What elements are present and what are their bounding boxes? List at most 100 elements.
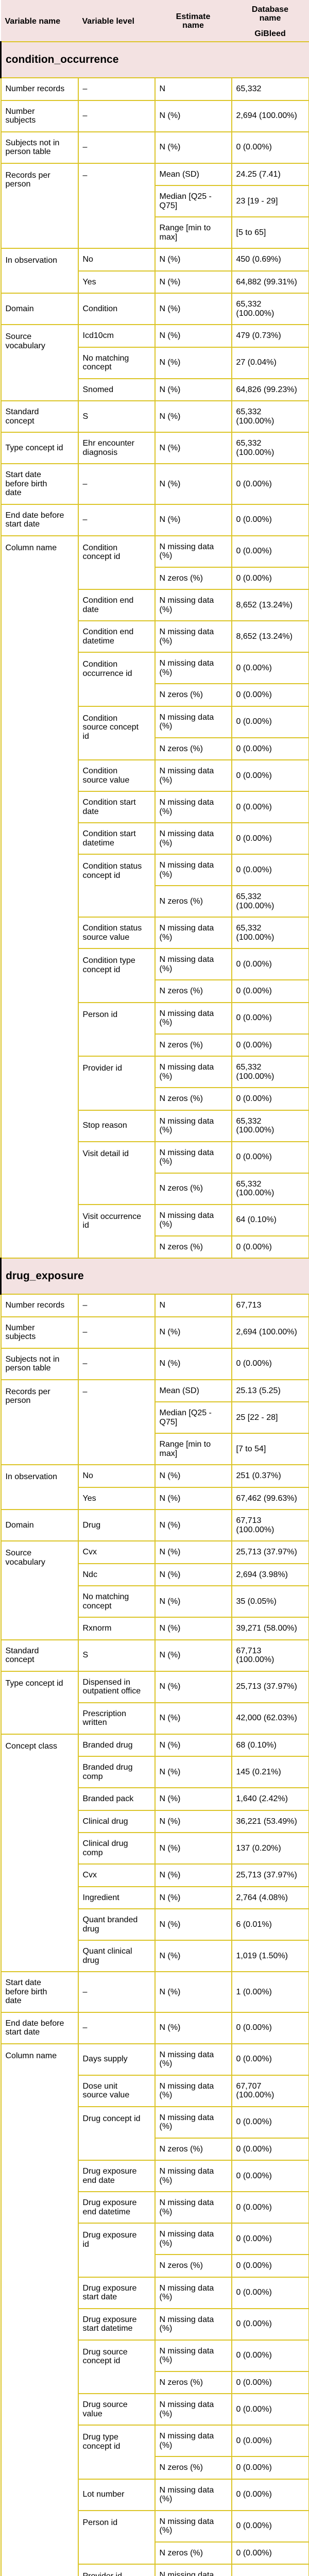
variable-level-cell: Yes	[77, 1486, 156, 1510]
table-row: Quant clinical drug N (%) 1,019 (1.50%)	[1, 1940, 309, 1972]
variable-level-cell: Snomed	[77, 378, 156, 401]
table-row: End date before start date – N (%) 0 (0.00%…	[0, 503, 309, 536]
table-row: Domain Drug N (%) 67,713 (100.00%)	[0, 1509, 309, 1541]
estimate-name-cell: N (%)	[154, 1617, 232, 1640]
table-row: Records per person – Mean (SD) 25.13 (5.25)	[0, 1379, 309, 1465]
variable-level-cell: Provider id	[77, 2564, 156, 2576]
estimate-name-cell: N (%)	[154, 400, 232, 433]
table-row: Column name Days supply N missing data (%)…	[0, 2043, 309, 2576]
estimate-name-label: Estimate name	[176, 12, 211, 30]
variable-level-cell: Icd10cm	[77, 324, 156, 348]
table-row: Drug exposure start date N missing data (…	[1, 2276, 309, 2309]
database-name-spanner: Database name	[251, 5, 289, 23]
estimate-name-cell: N (%)	[154, 1809, 232, 1833]
estimate-name-cell: N missing data (%)	[154, 2223, 232, 2255]
estimate-name-cell: N missing data (%)	[154, 2160, 232, 2192]
estimate-value-cell: 68 (0.10%)	[231, 1733, 309, 1757]
table-row: Range [min to max] [5 to 65]	[1, 216, 309, 249]
estimate-name-cell: N (%)	[154, 1832, 232, 1865]
estimate-value-cell: 42,000 (62.03%)	[231, 1702, 309, 1735]
estimate-name-cell: N missing data (%)	[154, 2510, 232, 2543]
estimate-value-cell: 0 (0.00%)	[231, 503, 309, 536]
estimate-name-cell: N zeros (%)	[154, 885, 232, 918]
variable-level-cell: Drug exposure start date	[77, 2276, 156, 2309]
variable-level-cell: Drug	[77, 1509, 156, 1541]
estimate-name-cell: N (%)	[154, 1940, 232, 1972]
variable-level-cell: No	[77, 1464, 156, 1488]
table-row: Prescription written N (%) 42,000 (62.03%)	[1, 1702, 309, 1735]
estimate-name-cell: Range [min to max]	[154, 216, 232, 249]
variable-level-cell: Condition concept id	[77, 535, 156, 590]
section-title: condition_occurrence	[0, 41, 309, 78]
estimate-value-cell: 0 (0.00%)	[231, 2308, 309, 2341]
estimate-value-cell: 0 (0.00%)	[231, 948, 309, 980]
table-row: Condition source value N missing data (%)…	[1, 759, 309, 792]
table-row: Condition start date N missing data (%) 0 …	[1, 791, 309, 823]
table-row: Drug concept id N missing data (%) 0 (0.00…	[1, 2106, 309, 2161]
estimate-name-cell: N (%)	[154, 1787, 232, 1811]
variable-level-cell: –	[77, 131, 156, 164]
estimate-name-cell: N zeros (%)	[154, 737, 232, 760]
table-row: N zeros (%) 0 (0.00%)	[1, 737, 309, 760]
variable-name-cell: Column name	[0, 2043, 79, 2576]
estimate-value-cell: 0 (0.00%)	[231, 2478, 309, 2511]
estimate-name-cell: N (%)	[154, 293, 232, 325]
estimate-name-cell: N (%)	[154, 1563, 232, 1586]
estimate-value-cell: [5 to 65]	[231, 216, 309, 249]
estimate-name-cell: N zeros (%)	[154, 2370, 232, 2394]
estimate-name-cell: N (%)	[154, 1509, 232, 1541]
table-row: Median [Q25 - Q75] 25 [22 - 28]	[1, 1401, 309, 1434]
estimate-name-cell: N missing data (%)	[154, 791, 232, 823]
estimate-name-cell: N missing data (%)	[154, 2425, 232, 2457]
estimate-value-cell: 0 (0.00%)	[231, 1033, 309, 1057]
table-row: Snomed N (%) 64,826 (99.23%)	[1, 378, 309, 401]
estimate-value-cell: 67,462 (99.63%)	[231, 1486, 309, 1510]
estimate-name-cell: N (%)	[154, 1540, 232, 1564]
estimate-name-cell: N (%)	[154, 1316, 232, 1349]
table-row: Drug source value N missing data (%) 0 (0.…	[1, 2393, 309, 2426]
estimate-name-cell: N zeros (%)	[154, 1087, 232, 1111]
estimate-name-cell: N zeros (%)	[154, 2137, 232, 2161]
variable-level-cell: Days supply	[77, 2043, 156, 2076]
estimate-name-cell: N missing data (%)	[154, 822, 232, 855]
variable-name-cell: End date before start date	[0, 503, 79, 536]
table-row: N zeros (%) 0 (0.00%)	[1, 979, 309, 1003]
variable-name-cell: Source vocabulary	[0, 1540, 79, 1640]
estimate-name-cell: N (%)	[154, 1756, 232, 1788]
variable-level-cell: Person id	[77, 1002, 156, 1057]
estimate-name-cell: N (%)	[154, 1971, 232, 2013]
variable-level-cell: Quant clinical drug	[77, 1940, 156, 1972]
table-row: Visit occurrence id N missing data (%) 64 …	[1, 1204, 309, 1259]
estimate-value-cell: 64,826 (99.23%)	[231, 378, 309, 401]
column-header-variable-level: Variable level	[78, 0, 155, 42]
estimate-name-cell: N zeros (%)	[154, 1033, 232, 1057]
variable-level-cell: Condition status source value	[77, 917, 156, 949]
estimate-value-cell: 479 (0.73%)	[231, 324, 309, 348]
variable-level-cell: Condition status concept id	[77, 854, 156, 918]
estimate-value-cell: 65,332 (100.00%)	[231, 293, 309, 325]
estimate-name-cell: N missing data (%)	[154, 1204, 232, 1236]
variable-level-cell: –	[77, 1971, 156, 2013]
estimate-name-cell: N missing data (%)	[154, 1141, 232, 1174]
table-row: Cvx N (%) 25,713 (37.97%)	[1, 1863, 309, 1887]
table-row: N zeros (%) 0 (0.00%)	[1, 2254, 309, 2278]
estimate-value-cell: 0 (0.00%)	[231, 2370, 309, 2394]
estimate-name-cell: N (%)	[154, 378, 232, 401]
estimate-value-cell: 0 (0.00%)	[231, 2191, 309, 2224]
estimate-name-cell: N missing data (%)	[154, 2276, 232, 2309]
variable-level-cell: –	[77, 503, 156, 536]
estimate-name-cell: N missing data (%)	[154, 2191, 232, 2224]
estimate-value-cell: 0 (0.00%)	[231, 822, 309, 855]
variable-level-cell: Condition	[77, 293, 156, 325]
variable-level-cell: Provider id	[77, 1056, 156, 1111]
estimate-value-cell: 1 (0.00%)	[231, 1971, 309, 2013]
estimate-name-cell: N zeros (%)	[154, 2456, 232, 2480]
estimate-name-cell: N missing data (%)	[154, 2564, 232, 2576]
table-row: Drug exposure start datetime N missing da…	[1, 2308, 309, 2341]
estimate-value-cell: 67,713 (100.00%)	[231, 1509, 309, 1541]
variable-name-cell: Start date before birth date	[0, 463, 79, 505]
variable-name-cell: Records per person	[0, 1379, 79, 1465]
estimate-value-cell: 0 (0.00%)	[231, 2425, 309, 2457]
estimate-name-cell: N (%)	[154, 1908, 232, 1941]
estimate-name-cell: N missing data (%)	[154, 705, 232, 738]
